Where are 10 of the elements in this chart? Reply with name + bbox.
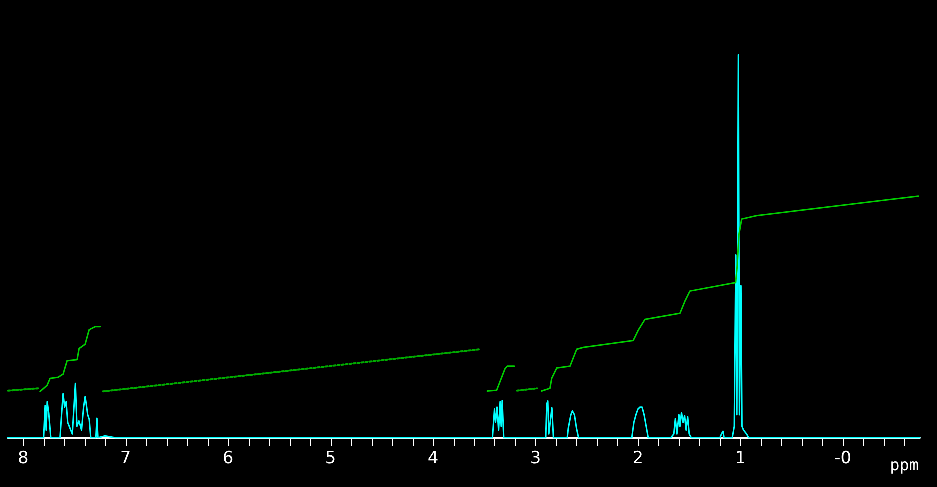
x-tick-label: -0 <box>834 448 852 468</box>
x-tick-label: 4 <box>428 448 439 468</box>
x-tick-label: 2 <box>632 448 644 468</box>
x-tick-label: 7 <box>120 448 132 468</box>
x-tick-label: 5 <box>325 448 336 468</box>
x-tick-label: 1 <box>735 448 746 468</box>
x-axis-title: ppm <box>890 456 920 474</box>
x-tick-label: 3 <box>530 448 542 468</box>
x-tick-label: 6 <box>222 448 234 468</box>
x-tick-label: 8 <box>18 448 29 468</box>
